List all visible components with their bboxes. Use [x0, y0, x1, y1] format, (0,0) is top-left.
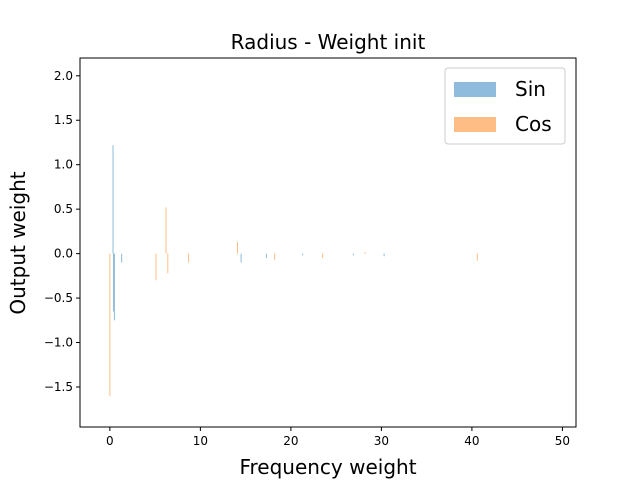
- bar-cos-7: [322, 253, 324, 259]
- bar-cos-4: [188, 253, 190, 263]
- legend-swatch-cos: [454, 117, 496, 132]
- x-tick-label: 0: [106, 434, 114, 448]
- bar-cos-0: [109, 253, 111, 396]
- plot-frame: [79, 57, 577, 428]
- bar-sin-8: [383, 253, 385, 257]
- bar-sin-0: [112, 145, 114, 254]
- legend-swatch-sin: [454, 82, 496, 97]
- y-tick-label: 2.0: [54, 69, 73, 83]
- x-tick-label: 20: [283, 434, 298, 448]
- y-tick-label: −1.5: [44, 380, 73, 394]
- axes-layer: 0 10 20 30 40 50 −1.5 −1.0 −0.5 0.0 0.5 1.0 1.5 2.0: [44, 57, 577, 448]
- y-tick-label: 1.5: [54, 113, 73, 127]
- y-tick-label: 0.0: [54, 247, 73, 261]
- y-tick-label: 1.0: [54, 158, 73, 172]
- y-axis-title: Output weight: [6, 171, 30, 314]
- bar-sin-1: [112, 253, 114, 312]
- bar-cos-9: [476, 253, 478, 261]
- legend-label-cos: Cos: [515, 112, 552, 136]
- x-tick-label: 30: [374, 434, 389, 448]
- bar-sin-5: [265, 253, 267, 259]
- chart-title: Radius - Weight init: [231, 30, 426, 54]
- bar-cos-2: [165, 207, 167, 254]
- legend-label-sin: Sin: [515, 77, 546, 101]
- y-tick-label: −0.5: [44, 291, 73, 305]
- x-tick-label: 10: [193, 434, 208, 448]
- bar-sin-3: [121, 253, 123, 263]
- bars-layer: [109, 145, 478, 396]
- bar-cos-5: [236, 242, 238, 254]
- bar-sin-7: [352, 253, 354, 256]
- bar-sin-2: [113, 253, 115, 321]
- bar-cos-8: [364, 251, 366, 254]
- bar-cos-6: [274, 253, 276, 260]
- bar-cos-3: [167, 253, 169, 274]
- legend: Sin Cos: [444, 67, 566, 145]
- x-tick-label: 50: [555, 434, 570, 448]
- bar-cos-1: [155, 253, 157, 281]
- x-axis-title: Frequency weight: [239, 455, 416, 479]
- y-tick-label: −1.0: [44, 336, 73, 350]
- bar-sin-4: [240, 253, 242, 263]
- x-tick-label: 40: [464, 434, 479, 448]
- bar-sin-6: [302, 253, 304, 256]
- y-tick-label: 0.5: [54, 202, 73, 216]
